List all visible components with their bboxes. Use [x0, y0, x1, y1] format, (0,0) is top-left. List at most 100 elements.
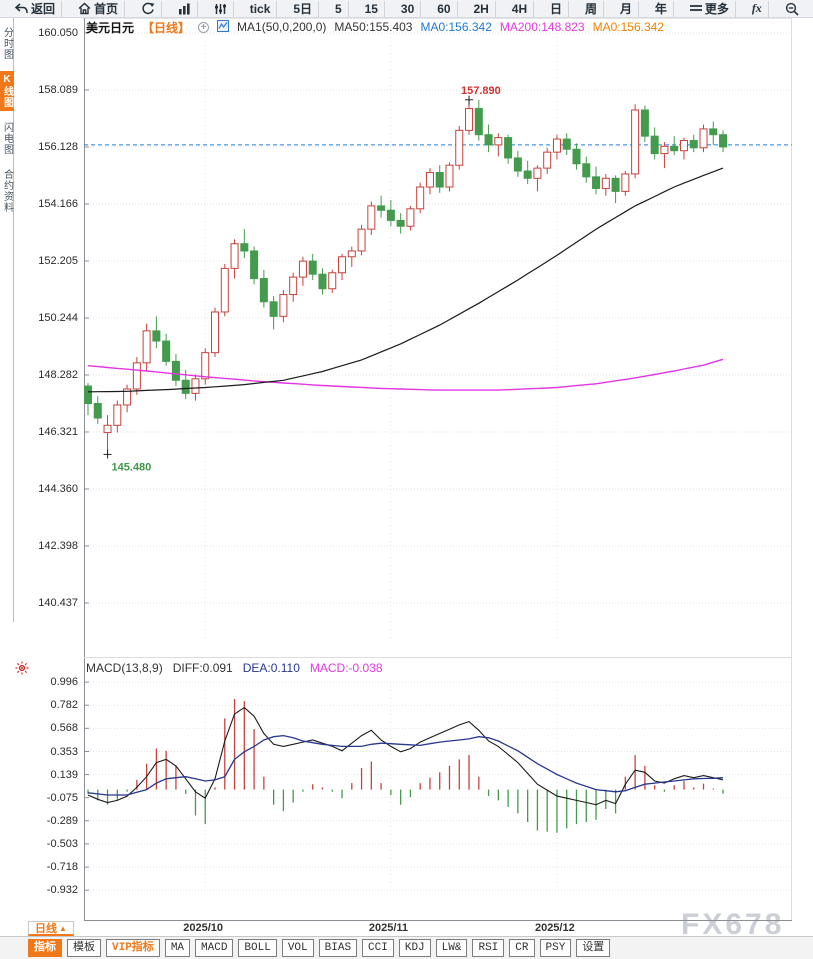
- bottom-tab-boll[interactable]: BOLL: [238, 939, 277, 957]
- bar-chart-icon: [178, 3, 191, 15]
- price-axis-label: 160.050: [38, 27, 78, 39]
- ma50-value: MA50:155.403: [334, 20, 413, 34]
- toolbar-button-60[interactable]: 60: [431, 0, 458, 17]
- toolbar-button-day[interactable]: 日: [544, 0, 570, 17]
- toolbar-button-4h[interactable]: 4H: [506, 0, 535, 17]
- price-axis-label: 152.205: [38, 254, 78, 267]
- sidebar-item-time-chart[interactable]: 分时图: [1, 27, 13, 60]
- toolbar-button-week[interactable]: 周: [579, 0, 605, 17]
- ma200-value: MA200:148.823: [499, 20, 585, 34]
- toolbar-button-label: 5日: [293, 2, 313, 16]
- bottom-tab-ma[interactable]: MA: [164, 939, 191, 957]
- toolbar-button-zoom-out[interactable]: [779, 1, 805, 17]
- toolbar-button-label: 5: [334, 1, 342, 16]
- macd-axis-label: -0.503: [46, 837, 78, 850]
- toolbar-button-label: tick: [249, 1, 271, 16]
- macd-axis-label: 0.568: [50, 722, 78, 735]
- svg-text:157.890: 157.890: [461, 85, 501, 97]
- macd-axis-label: 0.353: [50, 745, 78, 758]
- toolbar-button-2h[interactable]: 2H: [467, 0, 496, 17]
- bottom-tab-template[interactable]: 模板: [67, 939, 101, 957]
- chart-type-sidebar: 分时图 K线图闪电图合约资料: [0, 18, 14, 622]
- toolbar-button-refresh[interactable]: [135, 0, 162, 17]
- x-axis-label: 2025/12: [534, 922, 575, 934]
- toolbar-button-label: 60: [437, 1, 451, 16]
- toolbar-button-30[interactable]: 30: [395, 0, 422, 17]
- bottom-tab-lw[interactable]: LW&: [435, 939, 468, 957]
- candlestick-macd-chart[interactable]: 157.890 145.480: [84, 18, 792, 921]
- bottom-tab-kdj[interactable]: KDJ: [398, 939, 431, 957]
- macd-diff-value: DIFF:0.091: [172, 661, 233, 675]
- period-selector-label: 日线: [35, 923, 57, 935]
- price-axis-label: 158.089: [38, 83, 78, 96]
- chevron-up-icon: ▲: [59, 923, 67, 933]
- price-axis-label: 148.282: [38, 368, 78, 381]
- x-axis-row: 日线 ▲ 2025/10 2025/11 2025/12: [0, 921, 813, 936]
- macd-axis-label: 0.782: [50, 699, 78, 712]
- bottom-tab-rsi[interactable]: RSI: [472, 939, 505, 957]
- x-axis-label: 2025/11: [368, 922, 409, 934]
- sidebar-item-contract-info[interactable]: 合约资料: [1, 169, 13, 213]
- toolbar-button-back[interactable]: 返回: [8, 0, 63, 17]
- macd-hist-value: MACD:-0.038: [309, 661, 383, 675]
- period-selector-button[interactable]: 日线 ▲: [28, 921, 74, 936]
- bottom-tab-cr[interactable]: CR: [509, 939, 535, 957]
- indicator-tab-bar: 指标 模板 VIP指标 MA MACD BOLL VOL BIAS CCI KDJ LW& RSI CR…: [0, 936, 813, 959]
- toolbar-button-year[interactable]: 年: [649, 0, 674, 17]
- toolbar-button-chart-type[interactable]: [172, 0, 198, 17]
- sliders-icon: [214, 3, 227, 15]
- macd-panel-title: MACD(13,8,9) DIFF:0.091 DEA:0.110 MACD:-…: [86, 661, 383, 675]
- add-compare-icon[interactable]: +: [198, 21, 210, 33]
- price-panel-title: 美元日元 【日线】 + MA1(50,0,200,0) MA50:155.403…: [86, 19, 664, 35]
- sidebar-item-kline-chart[interactable]: K线图: [0, 71, 14, 111]
- price-axis-label: 140.437: [38, 596, 78, 609]
- indicator-settings-icon[interactable]: [15, 661, 29, 680]
- toolbar-button-month[interactable]: 月: [614, 0, 639, 17]
- price-axis-label: 156.128: [38, 140, 78, 153]
- bottom-tab-vol[interactable]: VOL: [281, 939, 314, 957]
- macd-params: MACD(13,8,9): [86, 661, 163, 675]
- toolbar-button-label: 返回: [31, 2, 56, 16]
- toolbar-button-tick[interactable]: tick: [244, 0, 278, 17]
- toolbar-button-fx[interactable]: fx: [746, 0, 769, 17]
- macd-axis-label: -0.289: [46, 814, 78, 827]
- toolbar-button-5d[interactable]: 5日: [287, 0, 320, 17]
- ma0-orange-value: MA0:156.342: [592, 20, 664, 34]
- bottom-tab-macd[interactable]: MACD: [195, 939, 234, 957]
- toolbar-button-more[interactable]: 更多: [684, 0, 736, 17]
- bottom-tab-settings[interactable]: 设置: [576, 939, 611, 957]
- price-axis-label: 150.244: [38, 311, 78, 324]
- mini-chart-icon[interactable]: [217, 19, 230, 35]
- toolbar-button-15[interactable]: 15: [359, 0, 385, 17]
- price-axis-label: 142.398: [38, 539, 78, 552]
- toolbar-button-label: 首页: [93, 2, 118, 16]
- macd-axis-label: 0.996: [50, 676, 78, 689]
- fx678-watermark: FX678: [681, 908, 785, 941]
- toolbar-button-5[interactable]: 5: [329, 0, 349, 17]
- hamburger-icon: [689, 4, 702, 14]
- bottom-tab-bias[interactable]: BIAS: [318, 939, 358, 957]
- toolbar-button-label: 周: [585, 2, 598, 16]
- svg-text:145.480: 145.480: [112, 461, 152, 473]
- toolbar-button-indicator-settings[interactable]: [208, 0, 234, 17]
- x-axis-label: 2025/10: [183, 922, 223, 934]
- macd-axis-label: 0.139: [50, 768, 78, 781]
- sidebar-item-lightning-chart[interactable]: 闪电图: [1, 122, 13, 155]
- macd-axis-label: -0.718: [46, 861, 78, 874]
- toolbar-button-label: 日: [550, 2, 563, 16]
- toolbar-button-home[interactable]: 首页: [72, 0, 125, 17]
- bottom-tab-indicator[interactable]: 指标: [28, 939, 62, 957]
- macd-axis-label: -0.075: [46, 791, 78, 804]
- toolbar-button-label: 15: [364, 1, 378, 16]
- toolbar-button-label: 月: [619, 2, 632, 16]
- bottom-tab-psy[interactable]: PSY: [539, 939, 572, 957]
- toolbar-button-label: 更多: [704, 2, 729, 16]
- price-axis-label: 146.321: [38, 425, 78, 438]
- top-toolbar: 返回 首页 tick 5日 5 15 30 60 2H 4H 日 周 月 年 更多 fx: [0, 0, 813, 18]
- toolbar-button-label: 2H: [473, 1, 489, 16]
- bottom-tab-vip-indicator[interactable]: VIP指标: [106, 939, 160, 957]
- ma-formula-label: MA1(50,0,200,0): [237, 20, 327, 34]
- refresh-icon: [141, 2, 155, 15]
- back-arrow-icon: [14, 2, 28, 15]
- bottom-tab-cci[interactable]: CCI: [362, 939, 394, 957]
